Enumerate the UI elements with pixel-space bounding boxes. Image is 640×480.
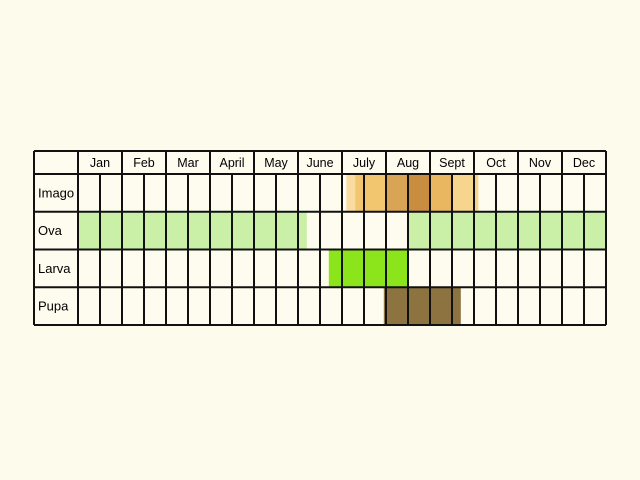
month-label: Jan [90,156,110,170]
stage-label: Ova [38,223,63,238]
stage-label: Imago [38,185,74,200]
band-larva-0 [328,249,408,288]
grid-lines [33,150,607,326]
band-imago-0 [346,174,356,212]
band-pupa-0 [383,287,461,325]
month-label: June [306,156,333,170]
month-label: July [353,156,376,170]
band-imago-3 [408,174,430,212]
month-label: Mar [177,156,199,170]
month-label: Aug [397,156,419,170]
month-label: April [219,156,244,170]
month-label: Dec [573,156,595,170]
month-label: Nov [529,156,552,170]
month-label: Oct [486,156,506,170]
band-ova-1 [408,211,606,250]
stage-label: Larva [38,261,71,276]
band-imago-2 [386,174,408,212]
band-ova-0 [78,211,307,250]
labels: Jan Feb Mar April May June July Aug Sept Oct Nov De… [38,156,595,314]
month-label: Sept [439,156,465,170]
stage-label: Pupa [38,299,69,314]
month-label: Feb [133,156,155,170]
band-imago-4 [430,174,452,212]
band-imago-1 [355,174,386,212]
month-label: May [264,156,288,170]
